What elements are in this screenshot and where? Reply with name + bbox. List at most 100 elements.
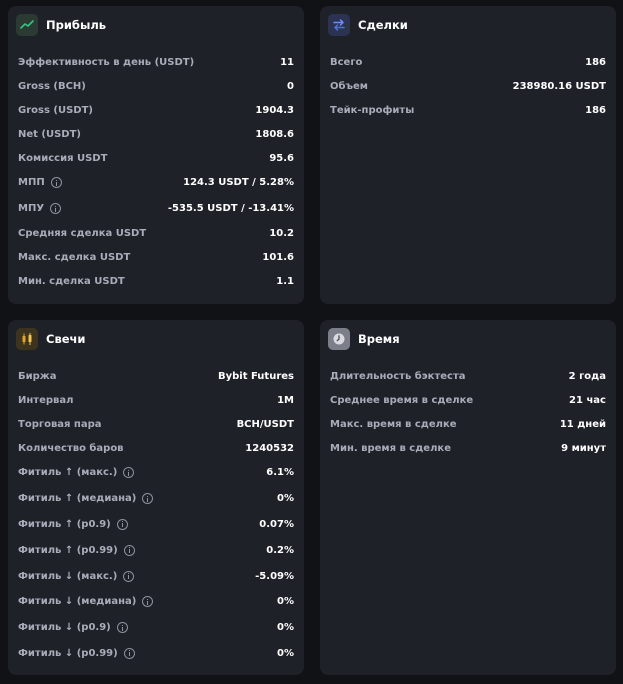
stat-row: Длительность бэктеста 2 года <box>330 364 606 388</box>
stat-row: Мин. сделка USDT 1.1 <box>18 270 294 294</box>
stat-row: Фитиль ↑ (p0.9) 0.07% <box>18 512 294 538</box>
stat-label: Интервал <box>18 394 74 406</box>
swap-arrows-icon <box>328 14 350 36</box>
stat-row: Фитиль ↓ (макс.) -5.09% <box>18 563 294 589</box>
stat-label: Биржа <box>18 370 57 382</box>
stat-value: 238980.16 USDT <box>512 80 606 92</box>
stat-row: Мин. время в сделке 9 минут <box>330 436 606 460</box>
profit-stats-list: Эффективность в день (USDT) 11 Gross (BCH… <box>18 50 294 294</box>
stat-value: 10.2 <box>269 228 294 240</box>
info-icon[interactable] <box>142 596 154 608</box>
stat-row: Фитиль ↑ (макс.) 6.1% <box>18 460 294 486</box>
time-card-title: Время <box>358 332 400 346</box>
stat-row: Макс. сделка USDT 101.6 <box>18 246 294 270</box>
info-icon[interactable] <box>123 647 135 659</box>
info-icon[interactable] <box>123 570 135 582</box>
stat-value: 0% <box>277 647 294 659</box>
stat-label: Фитиль ↑ (p0.9) <box>18 518 111 530</box>
stat-value: 186 <box>585 56 606 68</box>
stat-label: Макс. время в сделке <box>330 418 457 430</box>
stat-row: МПП 124.3 USDT / 5.28% <box>18 170 294 196</box>
stat-label: Среднее время в сделке <box>330 394 474 406</box>
stat-value: 1808.6 <box>255 128 294 140</box>
info-icon[interactable] <box>123 544 135 556</box>
stat-value: 1240532 <box>245 442 294 454</box>
stat-label: Количество баров <box>18 442 124 454</box>
time-card-header: Время <box>328 328 400 350</box>
stat-value: -535.5 USDT / -13.41% <box>167 203 294 215</box>
stat-row: Net (USDT) 1808.6 <box>18 122 294 146</box>
stat-row: Макс. время в сделке 11 дней <box>330 412 606 436</box>
stat-row: Интервал 1M <box>18 388 294 412</box>
profit-card-header: Прибыль <box>16 14 106 36</box>
stat-row: Среднее время в сделке 21 час <box>330 388 606 412</box>
info-icon[interactable] <box>116 518 128 530</box>
stat-value: 2 года <box>568 370 606 382</box>
stat-value: 95.6 <box>269 152 294 164</box>
stat-value: 124.3 USDT / 5.28% <box>183 177 294 189</box>
stat-value: 0.2% <box>266 544 294 556</box>
stat-label: Эффективность в день (USDT) <box>18 56 195 68</box>
stat-value: Bybit Futures <box>217 370 294 382</box>
candlestick-icon <box>16 328 38 350</box>
stat-label: Фитиль ↓ (p0.99) <box>18 647 118 659</box>
stat-row: Фитиль ↓ (медиана) 0% <box>18 589 294 615</box>
stat-row: Фитиль ↑ (медиана) 0% <box>18 486 294 512</box>
stat-value: 0% <box>277 596 294 608</box>
clock-icon <box>328 328 350 350</box>
info-icon[interactable] <box>50 203 62 215</box>
stat-value: 101.6 <box>262 252 294 264</box>
stat-value: 11 <box>280 56 294 68</box>
stat-row: Фитиль ↓ (p0.99) 0% <box>18 641 294 667</box>
stat-label: Net (USDT) <box>18 128 81 140</box>
stat-label: Объем <box>330 80 368 92</box>
stat-value: 0 <box>287 80 294 92</box>
stat-value: 186 <box>585 104 606 116</box>
stat-label: Фитиль ↓ (макс.) <box>18 570 118 582</box>
stat-label: Макс. сделка USDT <box>18 252 131 264</box>
stat-row: Средняя сделка USDT 10.2 <box>18 222 294 246</box>
profit-card: Прибыль Эффективность в день (USDT) 11 Gr… <box>8 6 304 304</box>
stat-row: МПУ -535.5 USDT / -13.41% <box>18 196 294 222</box>
stat-row: Всего 186 <box>330 50 606 74</box>
profit-card-title: Прибыль <box>46 18 107 32</box>
trend-line-icon <box>16 14 38 36</box>
stat-row: Эффективность в день (USDT) 11 <box>18 50 294 74</box>
candles-card-title: Свечи <box>46 332 86 346</box>
stat-label: Торговая пара <box>18 418 102 430</box>
stat-label: Тейк-профиты <box>330 104 415 116</box>
stat-row: Gross (USDT) 1904.3 <box>18 98 294 122</box>
stat-row: Тейк-профиты 186 <box>330 98 606 122</box>
info-icon[interactable] <box>123 467 135 479</box>
stat-label: Gross (BCH) <box>18 80 86 92</box>
stat-label: Мин. время в сделке <box>330 442 451 454</box>
info-icon[interactable] <box>116 622 128 634</box>
stat-row: Фитиль ↓ (p0.9) 0% <box>18 615 294 641</box>
stat-label: Фитиль ↑ (p0.99) <box>18 544 118 556</box>
info-icon[interactable] <box>142 493 154 505</box>
stat-label: Длительность бэктеста <box>330 370 466 382</box>
stat-label: Фитиль ↓ (медиана) <box>18 596 137 608</box>
time-stats-list: Длительность бэктеста 2 года Среднее врем… <box>330 364 606 460</box>
stat-row: Торговая пара BCH/USDT <box>18 412 294 436</box>
deals-card-title: Сделки <box>358 18 408 32</box>
stat-value: 6.1% <box>266 467 294 479</box>
info-icon[interactable] <box>50 177 62 189</box>
stat-value: 11 дней <box>559 418 606 430</box>
stat-label: Средняя сделка USDT <box>18 228 147 240</box>
stat-label: Gross (USDT) <box>18 104 93 116</box>
stat-row: Gross (BCH) 0 <box>18 74 294 98</box>
stat-value: 0.07% <box>259 518 294 530</box>
candles-stats-list: Биржа Bybit Futures Интервал 1M Торговая п… <box>18 364 294 666</box>
stat-label: Комиссия USDT <box>18 152 108 164</box>
time-card: Время Длительность бэктеста 2 года Средне… <box>320 320 616 675</box>
candles-card: Свечи Биржа Bybit Futures Интервал 1M Торг… <box>8 320 304 675</box>
stat-value: -5.09% <box>255 570 294 582</box>
stat-label: Фитиль ↓ (p0.9) <box>18 622 111 634</box>
stat-value: 0% <box>277 493 294 505</box>
stat-value: BCH/USDT <box>236 418 294 430</box>
stat-value: 0% <box>277 622 294 634</box>
stat-row: Количество баров 1240532 <box>18 436 294 460</box>
stat-row: Фитиль ↑ (p0.99) 0.2% <box>18 537 294 563</box>
deals-card: Сделки Всего 186 Объем 238980.16 USDT Тейк… <box>320 6 616 304</box>
